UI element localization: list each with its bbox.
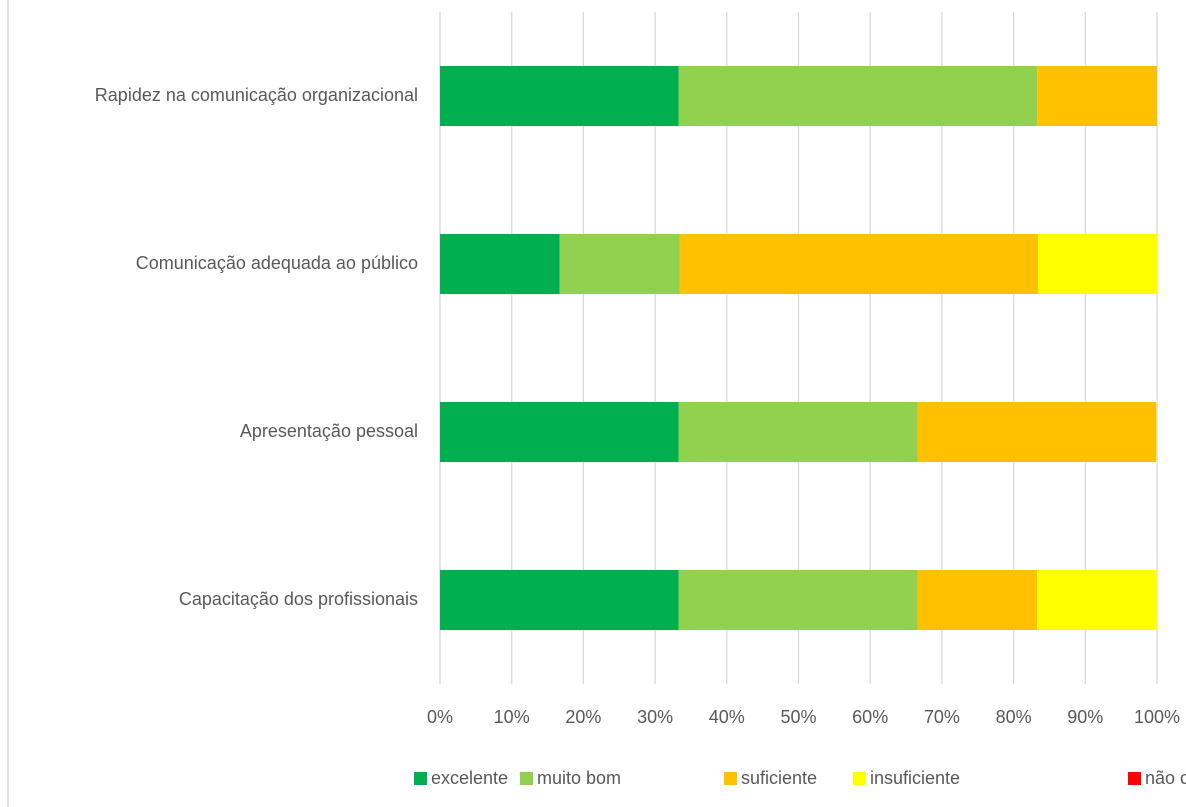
x-tick-label: 0% (427, 707, 453, 727)
x-tick-label: 20% (565, 707, 601, 727)
bar-segment (440, 570, 679, 630)
x-tick-label: 40% (709, 707, 745, 727)
legend-label: excelente (431, 768, 508, 788)
x-tick-label: 100% (1134, 707, 1180, 727)
x-tick-label: 80% (996, 707, 1032, 727)
y-tick-label: Rapidez na comunicação organizacional (95, 85, 418, 105)
bar-segment (917, 402, 1157, 462)
legend-label: não conheço (1145, 768, 1186, 788)
bar-segment (678, 66, 1038, 126)
legend-label: insuficiente (870, 768, 960, 788)
legend-label: muito bom (537, 768, 621, 788)
x-tick-label: 30% (637, 707, 673, 727)
x-tick-label: 70% (924, 707, 960, 727)
bar-segment (1037, 234, 1158, 294)
x-tick-label: 90% (1067, 707, 1103, 727)
bar-segment (917, 570, 1038, 630)
bar-segment (678, 402, 918, 462)
x-tick-label: 10% (494, 707, 530, 727)
legend-swatch (520, 772, 533, 785)
x-tick-label: 60% (852, 707, 888, 727)
y-tick-label: Apresentação pessoal (240, 421, 418, 441)
bar-segment (679, 234, 1038, 294)
y-tick-label: Capacitação dos profissionais (179, 589, 418, 609)
legend-swatch (724, 772, 737, 785)
y-tick-label: Comunicação adequada ao público (136, 253, 418, 273)
chart-border (7, 0, 9, 807)
bar-segment (559, 234, 680, 294)
bar-segment (1037, 66, 1157, 126)
legend-swatch (853, 772, 866, 785)
bar-segment (1037, 570, 1157, 630)
bar-segment (678, 570, 918, 630)
legend-swatch (1128, 772, 1141, 785)
legend-label: suficiente (741, 768, 817, 788)
bar-segment (440, 234, 560, 294)
bar-segment (440, 402, 679, 462)
x-tick-label: 50% (780, 707, 816, 727)
bar-segment (440, 66, 679, 126)
legend-swatch (414, 772, 427, 785)
